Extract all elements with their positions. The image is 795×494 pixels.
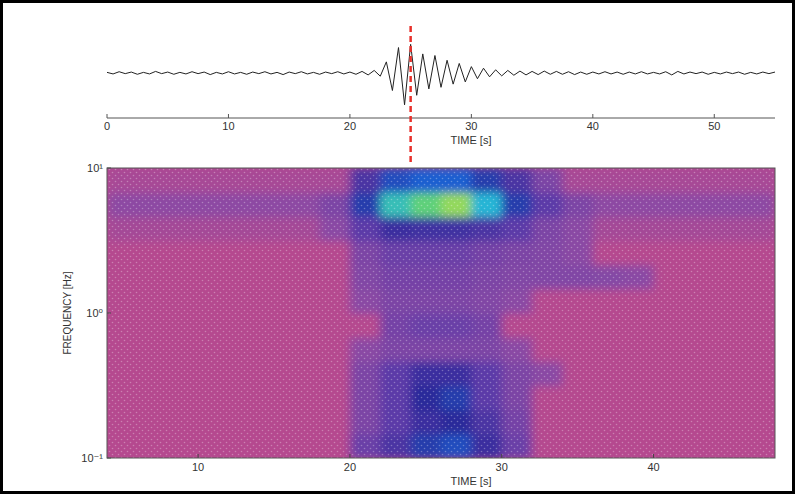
x-tick-label: 40: [587, 120, 599, 132]
x-tick: [592, 114, 593, 118]
x-tick-label: 20: [344, 120, 356, 132]
y-tick-label: 10⁻¹: [81, 452, 103, 464]
x-axis-title: TIME [s]: [451, 134, 492, 146]
y-axis-title: FREQUENCY [Hz]: [62, 271, 73, 354]
x-tick: [198, 454, 199, 458]
x-tick-label: 40: [647, 461, 659, 473]
x-tick-label: 30: [496, 461, 508, 473]
frame: [2, 2, 794, 493]
x-tick-label: 30: [465, 120, 477, 132]
texture: [107, 168, 775, 458]
x-tick: [228, 114, 229, 118]
x-tick: [471, 114, 472, 118]
x-axis-title: TIME [s]: [451, 475, 492, 487]
cells: [107, 168, 775, 458]
y-tick: [107, 313, 111, 314]
y-tick-label: 10¹: [87, 162, 103, 174]
x-tick: [349, 114, 350, 118]
x-tick-label: 20: [344, 461, 356, 473]
plot-frame: [107, 168, 775, 458]
event-line: [409, 26, 412, 162]
x-axis: [107, 118, 775, 119]
spectrogram-area: [107, 168, 775, 458]
waveform-area: [107, 44, 775, 104]
y-tick-label: 10⁰: [86, 307, 103, 319]
x-tick-label: 10: [192, 461, 204, 473]
x-tick-label: 50: [708, 120, 720, 132]
waveform: [107, 44, 775, 104]
x-tick-label: 0: [104, 120, 110, 132]
x-tick: [349, 454, 350, 458]
plot-background: [107, 168, 775, 458]
x-tick: [653, 454, 654, 458]
x-tick: [714, 114, 715, 118]
x-tick: [107, 114, 108, 118]
figure: 0 10 20 30 40 50 TIME [s] 10 20 30 40 TIME [s] 10⁻¹ 1…: [0, 0, 795, 494]
x-tick: [501, 454, 502, 458]
x-tick-label: 10: [222, 120, 234, 132]
